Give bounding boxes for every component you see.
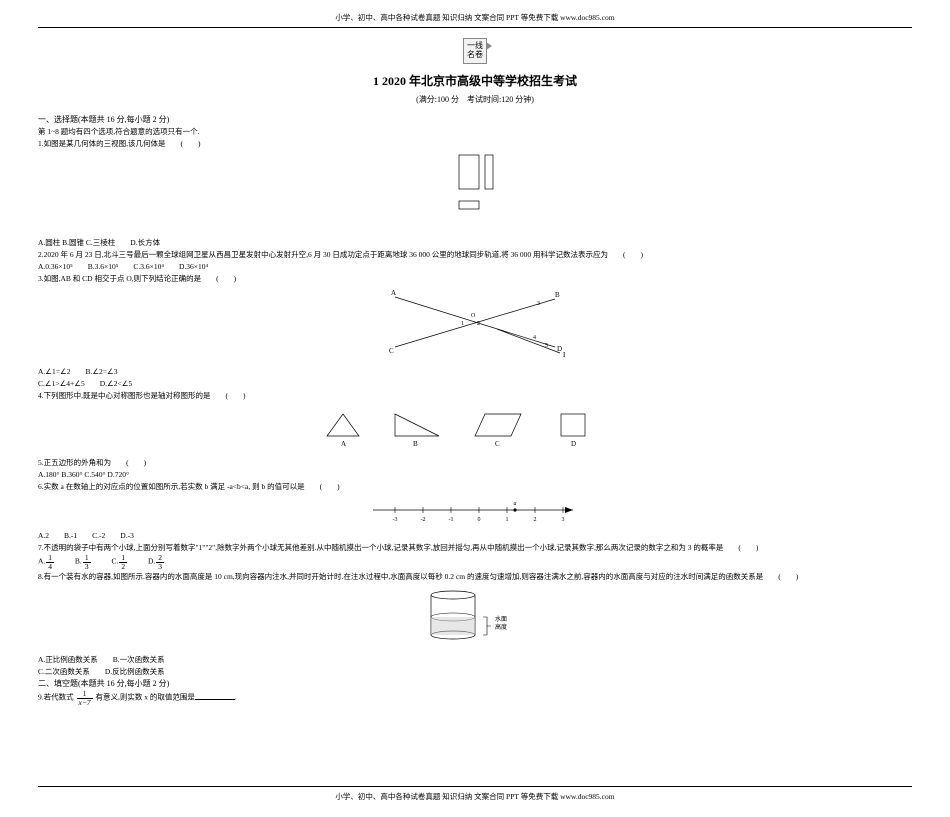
q6-options: A.2 B.-1 C.-2 D.-3 [38, 530, 912, 541]
svg-text:B: B [413, 440, 418, 448]
question-4: 4.下列图形中,既是中心对称图形也是轴对称图形的是 ( ) [38, 390, 912, 401]
svg-text:E: E [563, 351, 565, 359]
svg-text:0: 0 [478, 517, 481, 523]
svg-text:-2: -2 [421, 517, 426, 523]
question-3: 3.如图,AB 和 CD 相交于点 O,则下列结论正确的是 ( ) [38, 273, 912, 284]
svg-text:D: D [557, 345, 562, 353]
svg-text:1: 1 [461, 321, 464, 327]
svg-text:O: O [471, 313, 476, 319]
svg-text:高度: 高度 [495, 623, 507, 631]
svg-text:C: C [495, 440, 500, 448]
svg-text:4: 4 [533, 335, 536, 341]
q2-options: A.0.36×10⁵ B.3.6×10⁵ C.3.6×10⁴ D.36×10⁴ [38, 261, 912, 272]
svg-text:2: 2 [477, 321, 480, 327]
question-9: 9.若代数式 1x−7 有意义,则实数 x 的取值范围是. [38, 690, 912, 706]
svg-text:5: 5 [545, 343, 548, 349]
question-2: 2.2020 年 6 月 23 日,北斗三号最后一颗全球组网卫星从西昌卫星发射中… [38, 249, 912, 260]
svg-text:-3: -3 [393, 517, 398, 523]
q5-options: A.180° B.360° C.540° D.720° [38, 469, 912, 480]
q3-options-a: A.∠1=∠2 B.∠2=∠3 [38, 366, 912, 377]
q8-options-a: A.正比例函数关系 B.一次函数关系 [38, 654, 912, 665]
page-footer: 小学、初中、高中各种试卷真题 知识归纳 文案合同 PPT 等免费下载 www.d… [38, 791, 912, 802]
badge-line2: 名卷 [467, 51, 483, 60]
figure-q1 [38, 153, 912, 232]
question-1: 1.如图是某几何体的三视图,该几何体是 ( ) [38, 138, 912, 149]
section-1-sub: 第 1~8 题均有四个选项,符合题意的选项只有一个. [38, 126, 912, 137]
header-rule [38, 27, 912, 28]
question-7: 7.不透明的袋子中有两个小球,上面分别写着数字"1""2",除数字外两个小球无其… [38, 542, 912, 553]
svg-text:A: A [391, 289, 396, 297]
svg-text:2: 2 [534, 517, 537, 523]
svg-text:A: A [341, 440, 346, 448]
figure-q6: -3 -2 -1 0 1 2 3 a [38, 497, 912, 526]
q3-options-b: C.∠1>∠4+∠5 D.∠2<∠5 [38, 378, 912, 389]
svg-text:3: 3 [537, 301, 540, 307]
badge: 一线 名卷 [463, 38, 487, 64]
svg-text:B: B [555, 291, 560, 299]
exam-subtitle: (满分:100 分 考试时间:120 分钟) [38, 94, 912, 106]
svg-text:-1: -1 [449, 517, 454, 523]
figure-q4: A B C D [38, 406, 912, 453]
section-2-head: 二、填空题(本题共 16 分,每小题 2 分) [38, 678, 912, 690]
question-5: 5.正五边形的外角和为 ( ) [38, 457, 912, 468]
question-6: 6.实数 a 在数轴上的对应点的位置如图所示,若实数 b 满足 -a<b<a, … [38, 481, 912, 492]
q1-options: A.圆柱 B.圆锥 C.三棱柱 D.长方体 [38, 237, 912, 248]
section-1-head: 一、选择题(本题共 16 分,每小题 2 分) [38, 114, 912, 126]
exam-title: 1 2020 年北京市高级中等学校招生考试 [38, 72, 912, 90]
footer-rule [38, 786, 912, 787]
question-8: 8.有一个装有水的容器,如图所示.容器内的水面高度是 10 cm,现向容器内注水… [38, 571, 912, 582]
q8-options-b: C.二次函数关系 D.反比例函数关系 [38, 666, 912, 677]
figure-q8: 水面 高度 [38, 587, 912, 650]
svg-text:D: D [571, 440, 576, 448]
svg-text:C: C [389, 347, 394, 355]
q7-options: A.14 B.13 C.12 D.23 [38, 554, 912, 570]
svg-text:a: a [514, 501, 517, 507]
svg-text:水面: 水面 [495, 615, 507, 623]
svg-text:3: 3 [562, 517, 565, 523]
page-header: 小学、初中、高中各种试卷真题 知识归纳 文案合同 PPT 等免费下载 www.d… [38, 12, 912, 23]
figure-q3: A B C D E O 1 2 3 4 5 [38, 289, 912, 362]
svg-text:1: 1 [506, 517, 509, 523]
